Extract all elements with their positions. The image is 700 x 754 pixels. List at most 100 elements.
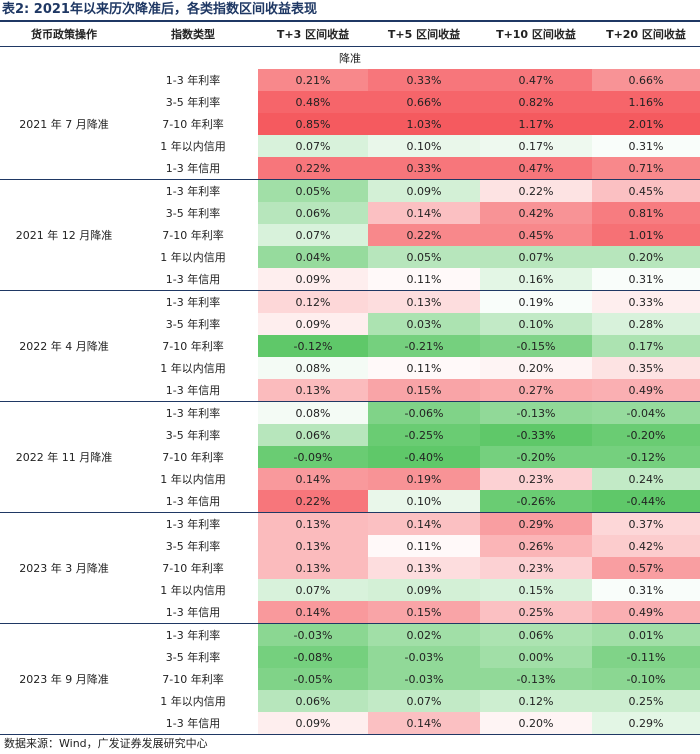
return-cell: 2.01% bbox=[592, 113, 700, 135]
index-type: 1-3 年利率 bbox=[165, 74, 221, 87]
return-cell: 0.28% bbox=[592, 313, 700, 335]
index-type: 1 年以内信用 bbox=[160, 584, 226, 597]
return-cell: 0.05% bbox=[258, 179, 368, 202]
data-row: 1-3 年信用 0.13% 0.15% 0.27% 0.49% bbox=[0, 379, 700, 402]
return-cell: 0.31% bbox=[592, 579, 700, 601]
data-row: 7-10 年利率 -0.09% -0.40% -0.20% -0.12% bbox=[0, 446, 700, 468]
data-row: 7-10 年利率 0.13% 0.13% 0.23% 0.57% bbox=[0, 557, 700, 579]
return-cell: 0.20% bbox=[592, 246, 700, 268]
return-cell: 0.42% bbox=[592, 535, 700, 557]
data-row: 1 年以内信用 0.07% 0.09% 0.15% 0.31% bbox=[0, 579, 700, 601]
return-cell: -0.08% bbox=[258, 646, 368, 668]
return-cell: 0.15% bbox=[480, 579, 592, 601]
data-row: 7-10 年利率 0.85% 1.03% 1.17% 2.01% bbox=[0, 113, 700, 135]
return-cell: -0.40% bbox=[368, 446, 480, 468]
return-cell: 0.09% bbox=[258, 313, 368, 335]
return-cell: 0.33% bbox=[368, 157, 480, 180]
return-cell: 0.06% bbox=[480, 623, 592, 646]
index-type: 1 年以内信用 bbox=[160, 473, 226, 486]
section-label: 降准 bbox=[339, 52, 361, 65]
return-cell: 0.22% bbox=[258, 490, 368, 513]
return-cell: 0.82% bbox=[480, 91, 592, 113]
return-cell: -0.11% bbox=[592, 646, 700, 668]
return-cell: 0.23% bbox=[480, 557, 592, 579]
return-cell: 0.02% bbox=[368, 623, 480, 646]
index-type: 1 年以内信用 bbox=[160, 251, 226, 264]
return-cell: 0.13% bbox=[258, 557, 368, 579]
return-cell: 0.09% bbox=[368, 579, 480, 601]
data-row: 2023 年 9 月降准 1-3 年利率 -0.03% 0.02% 0.06% 0.01% bbox=[0, 623, 700, 735]
return-cell: 0.04% bbox=[258, 246, 368, 268]
data-row: 3-5 年利率 0.09% 0.03% 0.10% 0.28% bbox=[0, 313, 700, 335]
return-cell: 0.45% bbox=[480, 224, 592, 246]
return-cell: 0.09% bbox=[258, 268, 368, 291]
policy-label: 2021 年 12 月降准 bbox=[0, 179, 128, 291]
column-header: 货币政策操作 bbox=[0, 20, 128, 47]
return-cell: -0.12% bbox=[592, 446, 700, 468]
data-row: 2022 年 4 月降准 1-3 年利率 0.12% 0.13% 0.19% 0.33% bbox=[0, 290, 700, 402]
return-cell: 0.66% bbox=[592, 69, 700, 91]
return-cell: 0.09% bbox=[368, 179, 480, 202]
data-row: 3-5 年利率 -0.08% -0.03% 0.00% -0.11% bbox=[0, 646, 700, 668]
return-cell: 0.27% bbox=[480, 379, 592, 402]
return-cell: 0.14% bbox=[258, 601, 368, 624]
index-type: 7-10 年利率 bbox=[162, 340, 224, 353]
column-header: T+3 区间收益 bbox=[258, 20, 368, 47]
return-cell: 0.49% bbox=[592, 601, 700, 624]
return-cell: 0.47% bbox=[480, 157, 592, 180]
data-row: 1-3 年信用 0.09% 0.11% 0.16% 0.31% bbox=[0, 268, 700, 291]
return-cell: 1.17% bbox=[480, 113, 592, 135]
return-cell: 0.14% bbox=[368, 512, 480, 535]
return-cell: 0.33% bbox=[368, 69, 480, 91]
return-cell: 0.07% bbox=[480, 246, 592, 268]
return-cell: 0.13% bbox=[258, 535, 368, 557]
return-cell: 0.12% bbox=[480, 690, 592, 712]
return-cell: 0.49% bbox=[592, 379, 700, 402]
index-type: 7-10 年利率 bbox=[162, 562, 224, 575]
data-row: 3-5 年利率 0.48% 0.66% 0.82% 1.16% bbox=[0, 91, 700, 113]
return-cell: 0.48% bbox=[258, 91, 368, 113]
data-row: 3-5 年利率 0.13% 0.11% 0.26% 0.42% bbox=[0, 535, 700, 557]
column-header: T+10 区间收益 bbox=[480, 20, 592, 47]
return-cell: 0.14% bbox=[368, 202, 480, 224]
return-cell: -0.21% bbox=[368, 335, 480, 357]
index-type: 1-3 年信用 bbox=[128, 601, 258, 624]
return-cell: 0.19% bbox=[368, 468, 480, 490]
data-row: 1 年以内信用 0.08% 0.11% 0.20% 0.35% bbox=[0, 357, 700, 379]
data-row: 3-5 年利率 0.06% -0.25% -0.33% -0.20% bbox=[0, 424, 700, 446]
header-row: 货币政策操作 指数类型 T+3 区间收益 T+5 区间收益 T+10 区间收益 T+20 … bbox=[0, 20, 700, 47]
data-row: 3-5 年利率 0.06% 0.14% 0.42% 0.81% bbox=[0, 202, 700, 224]
data-row: 7-10 年利率 -0.05% -0.03% -0.13% -0.10% bbox=[0, 668, 700, 690]
return-cell: 0.12% bbox=[258, 290, 368, 313]
return-cell: 0.17% bbox=[592, 335, 700, 357]
data-row: 1-3 年信用 0.14% 0.15% 0.25% 0.49% bbox=[0, 601, 700, 624]
return-cell: -0.15% bbox=[480, 335, 592, 357]
index-type: 7-10 年利率 bbox=[162, 451, 224, 464]
return-cell: 0.10% bbox=[480, 313, 592, 335]
return-cell: 0.45% bbox=[592, 179, 700, 202]
return-cell: 0.03% bbox=[368, 313, 480, 335]
return-cell: 0.29% bbox=[592, 712, 700, 735]
return-cell: 0.16% bbox=[480, 268, 592, 291]
return-cell: 0.22% bbox=[480, 179, 592, 202]
return-cell: 0.17% bbox=[480, 135, 592, 157]
data-row: 2022 年 11 月降准 1-3 年利率 0.08% -0.06% -0.13% -0.… bbox=[0, 401, 700, 513]
index-type: 1-3 年利率 bbox=[165, 407, 221, 420]
return-cell: 0.22% bbox=[368, 224, 480, 246]
index-type: 1-3 年利率 bbox=[165, 296, 221, 309]
index-type: 1-3 年信用 bbox=[128, 490, 258, 513]
index-type: 3-5 年利率 bbox=[165, 318, 221, 331]
data-row: 7-10 年利率 -0.12% -0.21% -0.15% 0.17% bbox=[0, 335, 700, 357]
return-cell: 0.37% bbox=[592, 512, 700, 535]
return-cell: 0.10% bbox=[368, 135, 480, 157]
return-cell: 0.25% bbox=[480, 601, 592, 624]
data-row: 2021 年 12 月降准 1-3 年利率 0.05% 0.09% 0.22% 0.45% bbox=[0, 179, 700, 291]
index-type: 1-3 年利率 bbox=[165, 185, 221, 198]
return-cell: 0.20% bbox=[480, 357, 592, 379]
column-header: T+5 区间收益 bbox=[368, 20, 480, 47]
index-type: 7-10 年利率 bbox=[162, 673, 224, 686]
return-cell: -0.03% bbox=[258, 623, 368, 646]
data-row: 7-10 年利率 0.07% 0.22% 0.45% 1.01% bbox=[0, 224, 700, 246]
return-cell: 0.71% bbox=[592, 157, 700, 180]
data-row: 1-3 年信用 0.09% 0.14% 0.20% 0.29% bbox=[0, 712, 700, 735]
